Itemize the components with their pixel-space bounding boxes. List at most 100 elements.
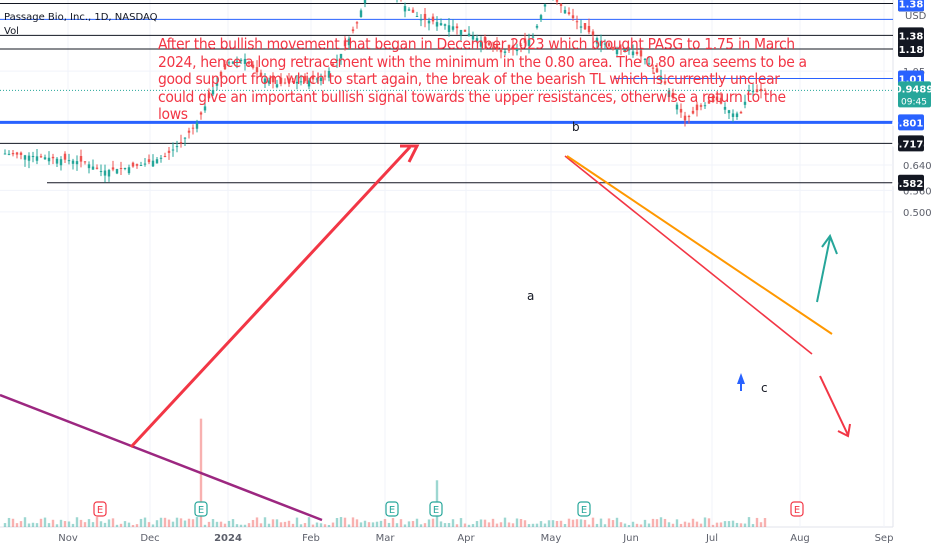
candle-body <box>647 63 651 65</box>
volume-bar <box>71 523 75 527</box>
volume-bar <box>483 519 487 527</box>
volume-bar <box>575 519 579 527</box>
candle-body <box>627 49 631 51</box>
volume-bar <box>7 517 11 527</box>
volume-bar <box>127 522 131 527</box>
candle-body <box>279 77 283 84</box>
volume-bar <box>511 523 515 527</box>
volume-bar <box>487 522 491 527</box>
candle-body <box>227 62 231 64</box>
candle-body <box>575 21 579 23</box>
volume-bar <box>151 524 155 527</box>
volume-bar <box>375 521 379 527</box>
price-badge-label: 0.5827 <box>892 179 931 190</box>
candle-body <box>343 41 347 47</box>
volume-bar <box>47 523 51 527</box>
candle-body <box>63 153 67 160</box>
candle-body <box>199 112 203 115</box>
candle-body <box>755 89 759 93</box>
candle-body <box>195 122 199 129</box>
earnings-marker-label: E <box>389 505 395 516</box>
volume-bar <box>591 517 595 527</box>
volume-bar <box>651 518 655 527</box>
volume-bar <box>387 522 391 527</box>
candle-body <box>675 104 679 110</box>
candle-body <box>491 47 495 49</box>
volume-bar <box>507 522 511 527</box>
volume-bar <box>191 519 195 527</box>
candle-body <box>303 75 307 81</box>
volume-bar <box>147 522 151 527</box>
volume-bar <box>751 524 755 527</box>
candle-body <box>583 23 587 30</box>
candle-body <box>179 142 183 144</box>
candle-body <box>231 61 235 64</box>
candle-body <box>603 43 607 45</box>
candle-body <box>171 149 175 151</box>
candle-body <box>495 43 499 50</box>
candle-body <box>463 29 467 32</box>
volume-bar <box>395 523 399 527</box>
earnings-marker <box>577 501 591 517</box>
volume-bar <box>499 522 503 527</box>
candle-body <box>415 16 419 18</box>
candle-body <box>707 100 711 104</box>
volume-bar <box>535 523 539 527</box>
volume-bar <box>267 523 271 527</box>
price-badge <box>898 27 924 44</box>
volume-bar <box>23 517 27 527</box>
candle-body <box>443 24 447 26</box>
symbol-title: Passage Bio, Inc., 1D, NASDAQ <box>4 12 158 23</box>
candle-body <box>511 45 515 50</box>
volume-bar <box>703 517 707 527</box>
candle-body <box>499 49 503 53</box>
volume-bar <box>491 518 495 527</box>
volume-bar <box>543 523 547 527</box>
volume-bar <box>283 521 287 527</box>
candle-body <box>191 127 195 129</box>
volume-bar <box>255 517 259 527</box>
candle-body <box>15 152 19 155</box>
candle-body <box>23 155 27 160</box>
volume-bar <box>415 518 419 527</box>
volume-bar <box>519 518 523 527</box>
candle-body <box>363 0 367 4</box>
volume-bar <box>187 518 191 527</box>
candle-body <box>579 26 583 28</box>
candle-body <box>451 26 455 30</box>
candle-body <box>59 159 63 166</box>
candle-body <box>479 40 483 47</box>
volume-bar <box>731 520 735 527</box>
volume-bar <box>655 519 659 527</box>
candle-body <box>615 49 619 55</box>
candle-body <box>7 153 11 155</box>
candle-body <box>731 113 735 117</box>
price-badge-label: 1.38 <box>899 0 924 10</box>
candle-body <box>475 38 479 42</box>
candle-body <box>55 158 59 164</box>
price-badge <box>898 174 924 191</box>
candle-body <box>743 101 747 105</box>
candle-body <box>139 165 143 167</box>
earnings-marker-label: E <box>97 505 103 516</box>
arrowhead <box>400 144 420 163</box>
volume-bar <box>155 520 159 527</box>
candle-body <box>711 95 715 102</box>
volume-bar <box>603 524 607 527</box>
candle-body <box>571 15 575 19</box>
candle-body <box>183 137 187 139</box>
candle-body <box>639 50 643 57</box>
volume-bar <box>351 517 355 527</box>
volume-bar <box>439 521 443 527</box>
candle-body <box>439 23 443 26</box>
volume-bar <box>707 518 711 527</box>
candle-body <box>427 20 431 24</box>
volume-bar <box>19 521 23 527</box>
candle-body <box>291 80 295 83</box>
candle-body <box>643 58 647 60</box>
candle-body <box>283 82 287 84</box>
candle-body <box>611 46 615 50</box>
candle-body <box>287 78 291 83</box>
volume-bar <box>203 524 207 527</box>
